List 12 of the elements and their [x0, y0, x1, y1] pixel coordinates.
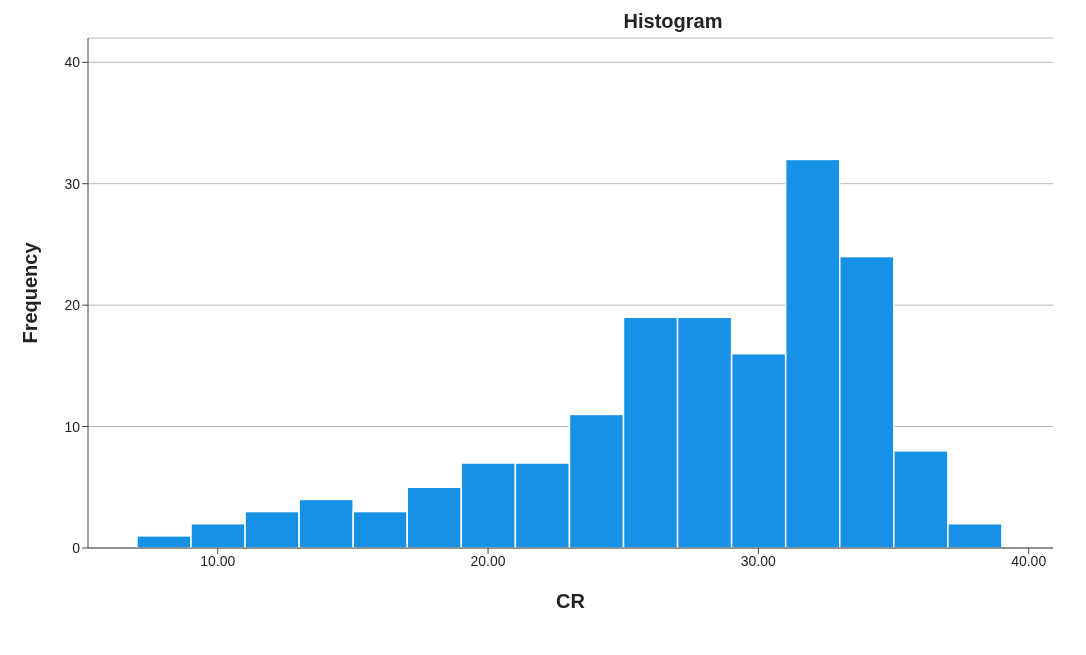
x-tick-label: 40.00	[1011, 552, 1047, 569]
y-axis-title: Frequency	[19, 241, 42, 344]
y-tick-label: 40	[64, 54, 81, 71]
x-tick-label: 10.00	[200, 552, 236, 569]
chart-title: Histogram	[622, 10, 724, 33]
x-tick-label: 20.00	[470, 552, 506, 569]
y-tick-label: 10	[64, 418, 81, 435]
y-tick-label: 20	[64, 297, 81, 314]
y-tick-label: 0	[72, 539, 81, 556]
y-tick-label: 30	[64, 175, 81, 192]
x-tick-label: 30.00	[740, 552, 777, 569]
x-axis-title: CR	[556, 590, 586, 612]
